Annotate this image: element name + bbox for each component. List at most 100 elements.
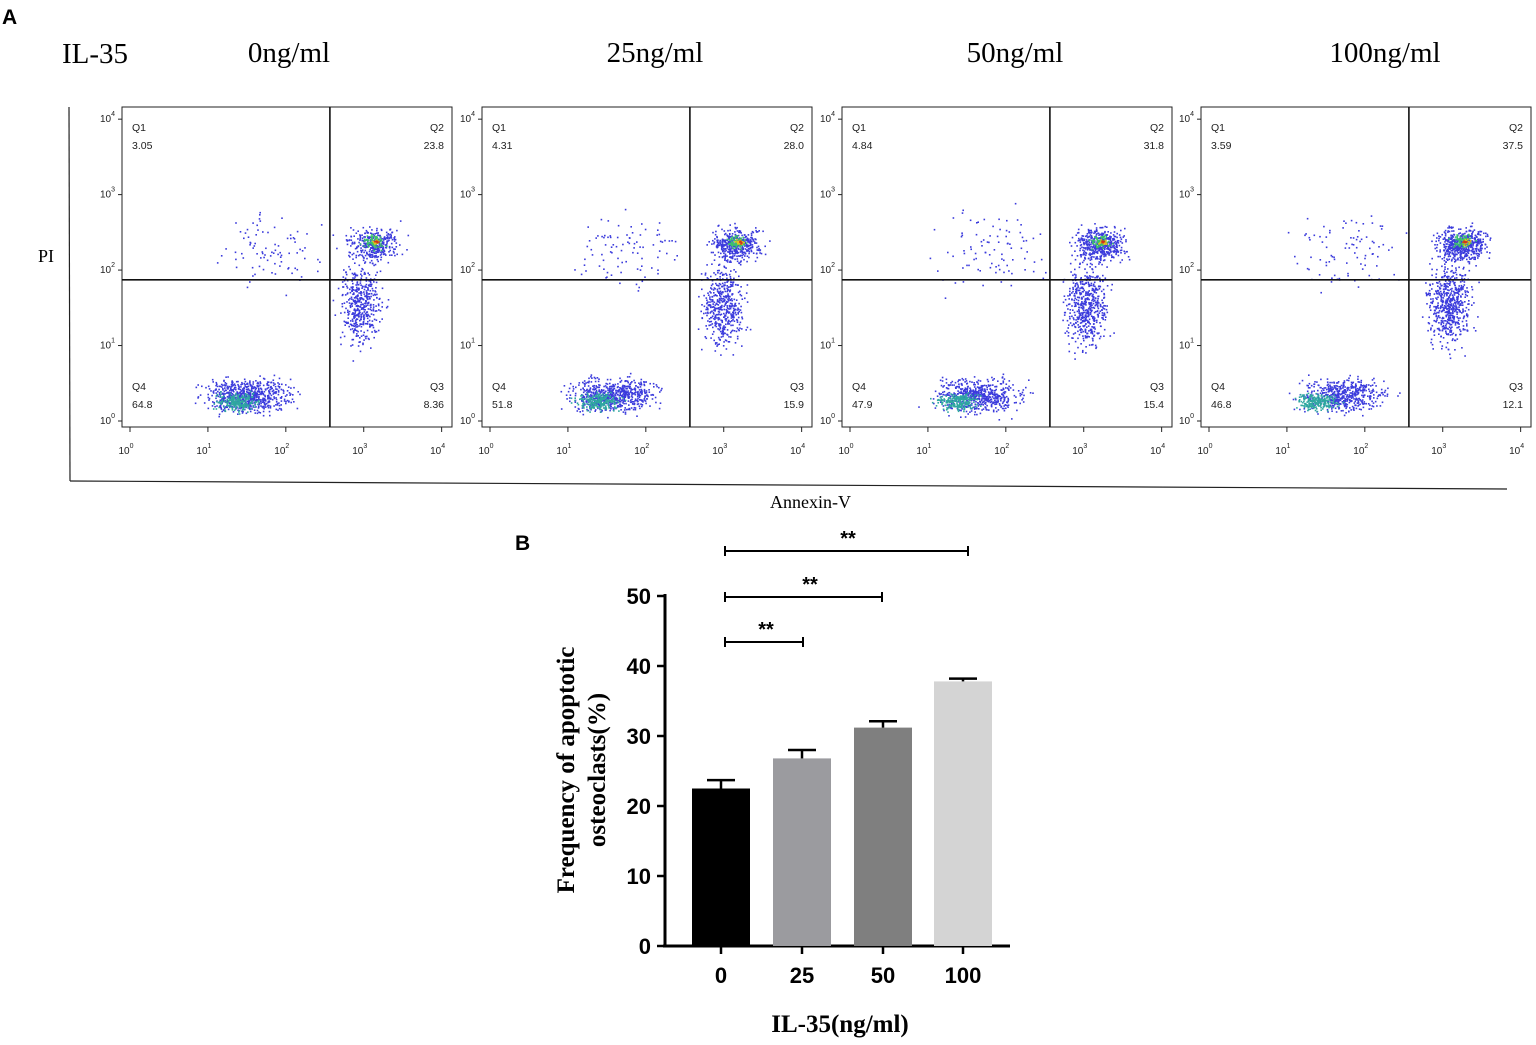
y-tick-base: 10	[460, 416, 472, 427]
x-tick-base: 10	[916, 446, 928, 457]
y-tick-label: 100	[460, 413, 475, 427]
y-tick-base: 10	[100, 416, 112, 427]
x-tick-label: 101	[556, 443, 571, 457]
y-tick-base: 10	[820, 341, 832, 352]
bar	[934, 681, 992, 946]
quadrant-name: Q1	[1211, 122, 1225, 134]
plot-frame	[121, 106, 453, 428]
y-tick-exponent: 4	[471, 111, 475, 118]
y-tick-exponent: 1	[471, 338, 475, 345]
quadrant-name: Q4	[1211, 381, 1225, 393]
quadrant-name: Q2	[790, 122, 804, 134]
x-tick-label: 101	[916, 443, 931, 457]
y-tick-label: 102	[820, 262, 835, 276]
x-tick-label: 100	[838, 443, 853, 457]
x-tick-base: 10	[478, 446, 490, 457]
y-axis-label-line1: Frequency of apoptotic	[553, 647, 580, 894]
y-tick-base: 10	[1179, 114, 1191, 125]
quadrant-percentage: 12.1	[1503, 399, 1524, 411]
y-tick-base: 10	[100, 114, 112, 125]
y-tick-label: 100	[1179, 413, 1194, 427]
y-tick-base: 10	[100, 341, 112, 352]
x-tick-base: 10	[1431, 446, 1443, 457]
x-tick-exponent: 1	[928, 443, 932, 450]
y-tick-label: 101	[460, 338, 475, 352]
x-axis-label: IL-35(ng/ml)	[771, 1011, 909, 1038]
x-tick-exponent: 4	[441, 443, 445, 450]
quadrant-percentage: 47.9	[852, 399, 873, 411]
x-tick-exponent: 0	[1209, 443, 1213, 450]
x-tick-base: 10	[274, 446, 286, 457]
scatter-dots	[560, 208, 771, 419]
y-tick-exponent: 2	[471, 262, 475, 269]
quadrant-percentage: 4.84	[852, 140, 873, 152]
bar-chart: 0 10 20 30 40 50 0 25 50 100 ** ** ** Frequency of ap…	[553, 528, 1010, 1038]
y-tick-label: 102	[460, 262, 475, 276]
quadrant-name: Q3	[790, 381, 804, 393]
y-tick-label: 101	[1179, 338, 1194, 352]
y-tick-exponent: 4	[111, 111, 115, 118]
y-tick-base: 10	[1179, 341, 1191, 352]
quadrant-name: Q1	[132, 122, 146, 134]
plot-frame	[841, 106, 1173, 428]
quadrant-percentage: 37.5	[1503, 140, 1524, 152]
x-tick-exponent: 4	[1161, 443, 1165, 450]
bar	[854, 727, 912, 946]
y-tick-label: 50	[627, 584, 651, 609]
scatter-dots	[194, 211, 410, 418]
y-tick-label: 103	[1179, 187, 1194, 201]
x-tick-label: 25	[790, 963, 814, 988]
y-tick-base: 10	[1179, 265, 1191, 276]
x-tick-label: 100	[945, 963, 982, 988]
y-tick-exponent: 0	[1190, 413, 1194, 420]
x-tick-exponent: 3	[723, 443, 727, 450]
panel-a-left-frame	[68, 106, 71, 482]
y-tick-base: 10	[820, 265, 832, 276]
x-tick-label: 101	[196, 443, 211, 457]
flow-panel: 25ng/mlQ14.31Q228.0Q451.8Q315.9100100101…	[460, 37, 813, 457]
x-tick-base: 10	[196, 446, 208, 457]
flow-panel: 50ng/mlQ14.84Q231.8Q447.9Q315.4100100101…	[820, 37, 1173, 457]
x-tick-label: 104	[430, 443, 445, 457]
concentration-title: 50ng/ml	[967, 37, 1064, 69]
y-tick-label: 104	[100, 111, 115, 125]
x-tick-label: 103	[1431, 443, 1446, 457]
quadrant-percentage: 23.8	[424, 140, 445, 152]
x-tick-label: 50	[871, 963, 895, 988]
x-tick-exponent: 2	[1364, 443, 1368, 450]
x-tick-label: 104	[1150, 443, 1165, 457]
x-tick-label: 103	[1072, 443, 1087, 457]
y-tick-exponent: 3	[111, 187, 115, 194]
quadrant-name: Q4	[492, 381, 506, 393]
y-tick-exponent: 3	[831, 187, 835, 194]
x-tick-exponent: 2	[1005, 443, 1009, 450]
quadrant-percentage: 46.8	[1211, 399, 1232, 411]
quadrant-percentage: 8.36	[424, 399, 445, 411]
y-tick-exponent: 2	[111, 262, 115, 269]
y-tick-exponent: 2	[1190, 262, 1194, 269]
y-tick-exponent: 3	[1190, 187, 1194, 194]
x-tick-exponent: 1	[568, 443, 572, 450]
y-tick-exponent: 4	[1190, 111, 1194, 118]
y-tick-base: 10	[1179, 416, 1191, 427]
y-tick-label: 20	[627, 794, 651, 819]
x-tick-exponent: 3	[363, 443, 367, 450]
y-tick-label: 101	[100, 338, 115, 352]
y-tick-label: 104	[1179, 111, 1194, 125]
significance-stars: **	[802, 574, 818, 596]
y-tick-exponent: 3	[471, 187, 475, 194]
scatter-dots	[918, 202, 1131, 421]
flow-panel: 100ng/mlQ13.59Q237.5Q446.8Q312.110010010…	[1179, 37, 1532, 457]
quadrant-percentage: 51.8	[492, 399, 513, 411]
y-tick-base: 10	[100, 190, 112, 201]
x-tick-base: 10	[352, 446, 364, 457]
y-tick-label: 0	[639, 934, 651, 959]
x-tick-label: 100	[1197, 443, 1212, 457]
y-tick-base: 10	[1179, 190, 1191, 201]
panel-b-label: B	[515, 532, 530, 555]
x-tick-label: 103	[352, 443, 367, 457]
y-tick-label: 40	[627, 654, 651, 679]
x-tick-base: 10	[1072, 446, 1084, 457]
quadrant-name: Q2	[1150, 122, 1164, 134]
